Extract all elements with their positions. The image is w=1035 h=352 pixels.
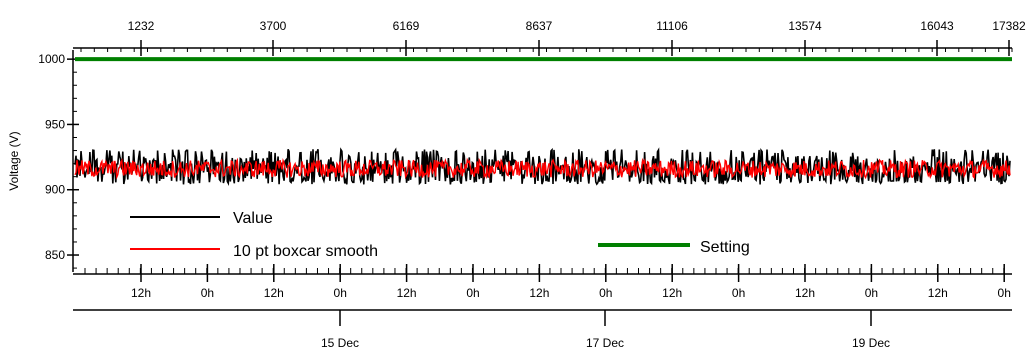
top-axis-tick-label: 6169 [393,19,420,33]
hour-tick-label: 0h [998,286,1011,300]
y-tick-label: 950 [45,117,65,131]
top-axis-tick-label: 11106 [656,19,688,33]
top-axis-tick-label: 13574 [788,19,822,33]
date-tick-label: 17 Dec [586,336,624,350]
hour-tick-label: 12h [397,286,417,300]
top-axis-tick-label: 1232 [128,19,155,33]
y-tick-label: 1000 [38,52,65,66]
top-axis-tick-label: 17382 [992,19,1026,33]
hour-tick-label: 0h [865,286,878,300]
hour-tick-label: 0h [201,286,214,300]
hour-tick-label: 12h [264,286,284,300]
hour-tick-label: 0h [599,286,612,300]
legend-smooth-label: 10 pt boxcar smooth [233,243,378,260]
legend-value-label: Value [233,210,273,227]
y-tick-label: 850 [45,248,65,262]
hour-tick-label: 0h [466,286,479,300]
value-series-line [74,147,1011,186]
top-axis-tick-label: 16043 [920,19,954,33]
hour-tick-label: 0h [732,286,745,300]
y-tick-label: 900 [45,183,65,197]
date-tick-label: 19 Dec [852,336,890,350]
legend-setting-label: Setting [700,239,750,256]
hour-tick-label: 12h [795,286,815,300]
hour-tick-label: 12h [928,286,948,300]
smooth-series-line [74,157,1011,180]
top-axis-tick-label: 3700 [260,19,287,33]
hour-tick-label: 12h [529,286,549,300]
top-axis-tick-label: 8637 [526,19,553,33]
date-tick-label: 15 Dec [321,336,359,350]
hour-tick-label: 12h [662,286,682,300]
y-axis-label: Voltage (V) [7,131,21,190]
hour-tick-label: 12h [131,286,151,300]
hour-tick-label: 0h [334,286,347,300]
